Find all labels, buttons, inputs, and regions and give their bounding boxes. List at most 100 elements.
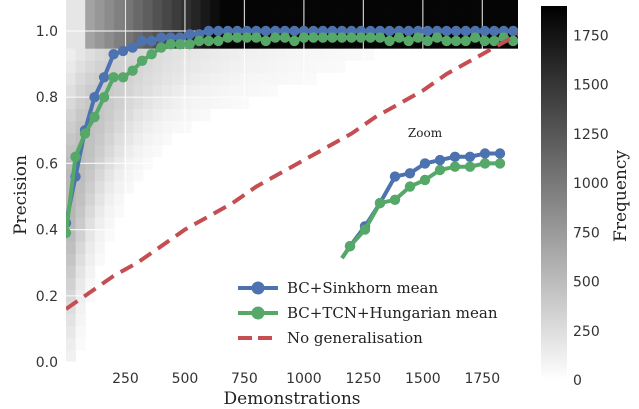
heatmap-cell xyxy=(162,120,173,134)
y-tick-label: 0.2 xyxy=(36,289,58,305)
heatmap-cell xyxy=(104,12,115,25)
heatmap-cell xyxy=(219,96,230,109)
heatmap-cell xyxy=(219,36,230,49)
heatmap-cell xyxy=(162,72,173,85)
heatmap-cell xyxy=(104,96,115,109)
heatmap-cell xyxy=(114,60,125,73)
heatmap-cell xyxy=(325,12,336,25)
zoom-point-bc-sinkhorn-mean xyxy=(434,154,446,166)
heatmap-cell xyxy=(114,205,125,218)
series-point-bc-sinkhorn-mean xyxy=(460,25,471,37)
heatmap-cell xyxy=(267,36,278,49)
heatmap-cell xyxy=(219,60,230,73)
heatmap-cell xyxy=(75,277,86,290)
heatmap-cell xyxy=(85,48,96,61)
heatmap-cell xyxy=(258,12,269,25)
heatmap-cell xyxy=(229,12,240,25)
heatmap-cell xyxy=(171,96,182,109)
heatmap-cell xyxy=(344,12,355,25)
heatmap-cell xyxy=(392,12,403,25)
heatmap-cell xyxy=(123,132,134,146)
heatmap-cell xyxy=(306,60,317,73)
heatmap-cell xyxy=(123,60,134,73)
heatmap-cell xyxy=(287,0,298,13)
heatmap-cell xyxy=(277,60,288,73)
series-point-bc-tcn-hungarian-mean xyxy=(251,32,262,43)
heatmap-cell xyxy=(104,205,115,218)
heatmap-cell xyxy=(66,265,77,278)
heatmap-cell xyxy=(248,60,259,73)
heatmap-cell xyxy=(354,12,365,25)
heatmap-cell xyxy=(114,48,125,61)
heatmap-cell xyxy=(123,72,134,85)
heatmap-cell xyxy=(75,132,86,146)
heatmap-cell xyxy=(142,84,153,97)
x-tick-label: 250 xyxy=(112,371,139,387)
heatmap-cell xyxy=(94,36,105,49)
heatmap-cell xyxy=(296,36,307,49)
series-point-bc-tcn-hungarian-mean xyxy=(508,35,518,47)
heatmap-cell xyxy=(421,12,432,25)
colorbar-tick-label: 1000 xyxy=(573,176,609,192)
heatmap-cell xyxy=(402,12,413,25)
heatmap-cell xyxy=(267,72,278,85)
heatmap-cell xyxy=(469,0,480,13)
heatmap-cell xyxy=(287,12,298,25)
heatmap-cell xyxy=(200,72,211,85)
heatmap-cell xyxy=(142,0,153,13)
heatmap-cell xyxy=(75,36,86,49)
heatmap-cell xyxy=(200,0,211,13)
heatmap-cell xyxy=(152,36,163,49)
heatmap-cell xyxy=(114,193,125,206)
series-point-bc-tcn-hungarian-mean xyxy=(79,128,91,139)
heatmap-cell xyxy=(210,60,221,73)
heatmap-cell xyxy=(75,181,86,194)
heatmap-cell xyxy=(85,168,96,182)
series-point-bc-sinkhorn-mean xyxy=(489,25,500,37)
heatmap-cell xyxy=(142,12,153,25)
heatmap-cell xyxy=(171,24,182,37)
heatmap-cell xyxy=(191,0,202,13)
heatmap-cell xyxy=(152,72,163,85)
heatmap-cell xyxy=(277,72,288,85)
heatmap-cell xyxy=(181,96,192,109)
heatmap-cell xyxy=(364,12,375,25)
heatmap-cell xyxy=(104,132,115,146)
heatmap-cell xyxy=(85,72,96,85)
series-point-bc-sinkhorn-mean xyxy=(384,25,395,37)
heatmap-cell xyxy=(191,84,202,97)
heatmap-cell xyxy=(94,132,105,146)
heatmap-cell xyxy=(66,205,77,218)
heatmap-cell xyxy=(210,12,221,25)
heatmap-cell xyxy=(460,12,471,25)
heatmap-cell xyxy=(66,277,77,290)
y-tick-label: 0.4 xyxy=(36,223,58,239)
heatmap-cell xyxy=(460,0,471,13)
heatmap-cell xyxy=(123,84,134,97)
heatmap-cell xyxy=(325,48,336,61)
heatmap-cell xyxy=(219,0,230,13)
series-point-bc-sinkhorn-mean xyxy=(422,25,433,37)
heatmap-cell xyxy=(412,12,423,25)
heatmap-cell xyxy=(94,24,105,37)
heatmap-cell xyxy=(142,132,153,146)
heatmap-cell xyxy=(152,108,163,122)
heatmap-cell xyxy=(85,60,96,73)
heatmap-cell xyxy=(85,144,96,158)
heatmap-cell xyxy=(66,241,77,254)
heatmap-cell xyxy=(75,193,86,206)
series-point-bc-sinkhorn-mean xyxy=(117,45,129,57)
series-point-bc-sinkhorn-mean xyxy=(260,25,271,37)
heatmap-cell xyxy=(296,48,307,61)
series-point-bc-sinkhorn-mean xyxy=(403,25,414,37)
series-point-bc-tcn-hungarian-mean xyxy=(260,35,271,47)
heatmap-cell xyxy=(104,217,115,230)
heatmap-cell xyxy=(123,144,134,158)
heatmap-cell xyxy=(75,96,86,109)
heatmap-cell xyxy=(75,72,86,85)
heatmap-cell xyxy=(85,253,96,266)
heatmap-cell xyxy=(479,0,490,13)
series-point-bc-tcn-hungarian-mean xyxy=(89,111,100,123)
heatmap-cell xyxy=(316,48,327,61)
